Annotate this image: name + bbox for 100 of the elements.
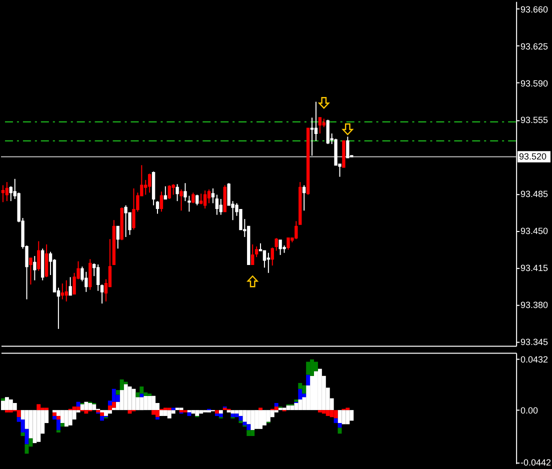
candlestick — [346, 136, 350, 158]
candlestick — [44, 244, 48, 278]
bar — [298, 399, 302, 410]
y-tick-label: 0.00 — [520, 406, 538, 416]
candlestick — [227, 182, 230, 206]
bar — [40, 408, 45, 410]
candlestick — [60, 282, 64, 300]
bar — [8, 399, 13, 410]
candlestick — [72, 272, 76, 295]
candlestick — [68, 276, 72, 296]
candlestick — [124, 204, 128, 238]
bar — [266, 410, 270, 422]
bar — [108, 405, 112, 410]
bar — [156, 417, 160, 420]
bar — [230, 410, 235, 414]
bar — [20, 432, 25, 436]
bar — [152, 410, 156, 415]
y-tick-label: 93.625 — [520, 41, 548, 52]
candlestick — [203, 190, 207, 209]
bar — [36, 404, 41, 410]
y-tick-label: 93.345 — [520, 337, 548, 348]
candlestick — [37, 240, 40, 272]
candlestick — [9, 186, 12, 202]
bar — [56, 420, 60, 430]
bar — [230, 414, 235, 418]
bar — [238, 420, 243, 424]
y-tick-label: 93.660 — [520, 4, 548, 14]
bar — [100, 416, 104, 421]
bar — [302, 385, 306, 394]
bar — [294, 403, 298, 410]
bar — [84, 410, 88, 414]
bar — [152, 396, 156, 410]
bar — [242, 410, 247, 422]
bar — [306, 374, 310, 386]
bar — [298, 388, 302, 400]
bar — [274, 403, 278, 407]
candlestick — [192, 192, 195, 204]
candlestick — [219, 198, 222, 216]
bar — [144, 396, 148, 410]
bar — [140, 397, 144, 410]
bar — [52, 416, 56, 420]
candlestick — [278, 240, 282, 256]
bar — [294, 399, 298, 402]
candlestick — [294, 220, 298, 240]
bar — [156, 410, 160, 418]
candlestick — [176, 184, 179, 202]
bar — [4, 397, 9, 410]
ref-line-label: 93.520 — [519, 152, 547, 162]
candlestick — [196, 194, 199, 206]
bar — [350, 410, 354, 421]
bar — [258, 408, 262, 410]
candlestick — [286, 238, 290, 250]
bar — [250, 430, 255, 436]
candlestick — [5, 182, 9, 202]
bar — [338, 423, 342, 428]
bar — [222, 408, 227, 410]
bar — [238, 416, 243, 421]
candlestick — [211, 188, 215, 204]
bar — [100, 412, 104, 416]
bar — [346, 408, 350, 410]
candlestick — [266, 252, 270, 274]
candlestick — [96, 264, 100, 292]
y-tick-label: -0.0442 — [520, 458, 551, 468]
bar — [179, 408, 184, 410]
point — [342, 123, 353, 136]
candlestick — [180, 188, 183, 212]
y-tick-label: 93.380 — [520, 300, 548, 310]
bar — [140, 386, 144, 394]
y-tick-label: 93.415 — [520, 263, 548, 274]
candlestick — [148, 173, 152, 194]
bar — [72, 406, 76, 410]
bar — [68, 410, 72, 426]
bar — [214, 410, 219, 414]
bar — [167, 410, 172, 418]
point — [247, 276, 258, 288]
bar — [175, 408, 180, 410]
bar — [84, 402, 88, 410]
bar — [246, 424, 251, 430]
y-tick-label: 93.555 — [520, 115, 548, 126]
candlestick — [29, 258, 32, 286]
bar — [1, 400, 5, 410]
bar — [218, 410, 223, 414]
bar — [346, 410, 350, 424]
candlestick — [262, 250, 266, 268]
bar — [60, 423, 64, 427]
bar — [132, 388, 136, 410]
candlestick — [326, 119, 330, 145]
bar — [274, 406, 278, 410]
bar — [92, 404, 96, 410]
candlestick — [160, 191, 164, 212]
candlestick — [254, 246, 258, 258]
bar — [187, 412, 192, 416]
bar — [108, 410, 112, 414]
bar — [104, 410, 108, 416]
bar — [36, 410, 41, 442]
bar — [250, 410, 255, 430]
bar — [148, 396, 152, 410]
candlestick — [302, 184, 306, 212]
bar — [258, 410, 262, 429]
candlestick — [156, 200, 160, 214]
